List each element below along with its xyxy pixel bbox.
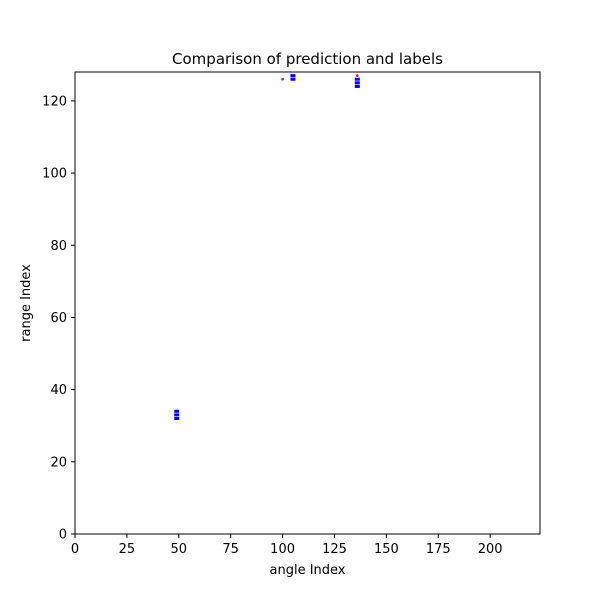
data-point: [354, 77, 360, 81]
data-point: [174, 409, 180, 413]
x-tick-label: 150: [374, 542, 399, 557]
data-point: [354, 81, 360, 85]
data-point: [174, 413, 180, 417]
y-tick-label: 80: [50, 239, 67, 254]
y-tick-label: 100: [42, 167, 67, 182]
x-tick-label: 75: [222, 542, 239, 557]
data-point: [290, 77, 296, 81]
data-points: [174, 74, 360, 420]
y-axis-label: range Index: [19, 264, 34, 342]
plot-frame: [74, 71, 541, 535]
x-tick-label: 200: [478, 542, 503, 557]
y-tick-label: 40: [50, 383, 67, 398]
x-tick-label: 50: [171, 542, 188, 557]
data-point: [354, 84, 360, 88]
x-tick-label: 0: [71, 542, 79, 557]
x-tick-label: 25: [119, 542, 136, 557]
y-axis: 0 20 40 60 80 100 120: [42, 94, 75, 543]
y-tick-label: 0: [59, 528, 67, 543]
y-tick-label: 20: [50, 455, 67, 470]
x-tick-label: 175: [426, 542, 451, 557]
y-tick-label: 120: [42, 94, 67, 109]
x-axis: 0 25 50 75 100 125 150 175 200: [71, 534, 503, 557]
data-point: [290, 74, 296, 78]
x-tick-label: 125: [322, 542, 347, 557]
data-point: [281, 77, 284, 81]
x-tick-label: 100: [270, 542, 295, 557]
x-axis-label: angle Index: [270, 563, 346, 578]
y-tick-label: 60: [50, 311, 67, 326]
data-point: [174, 417, 180, 420]
plot-area: [74, 71, 541, 535]
chart-title: Comparison of prediction and labels: [172, 50, 443, 68]
data-point: [356, 74, 359, 77]
